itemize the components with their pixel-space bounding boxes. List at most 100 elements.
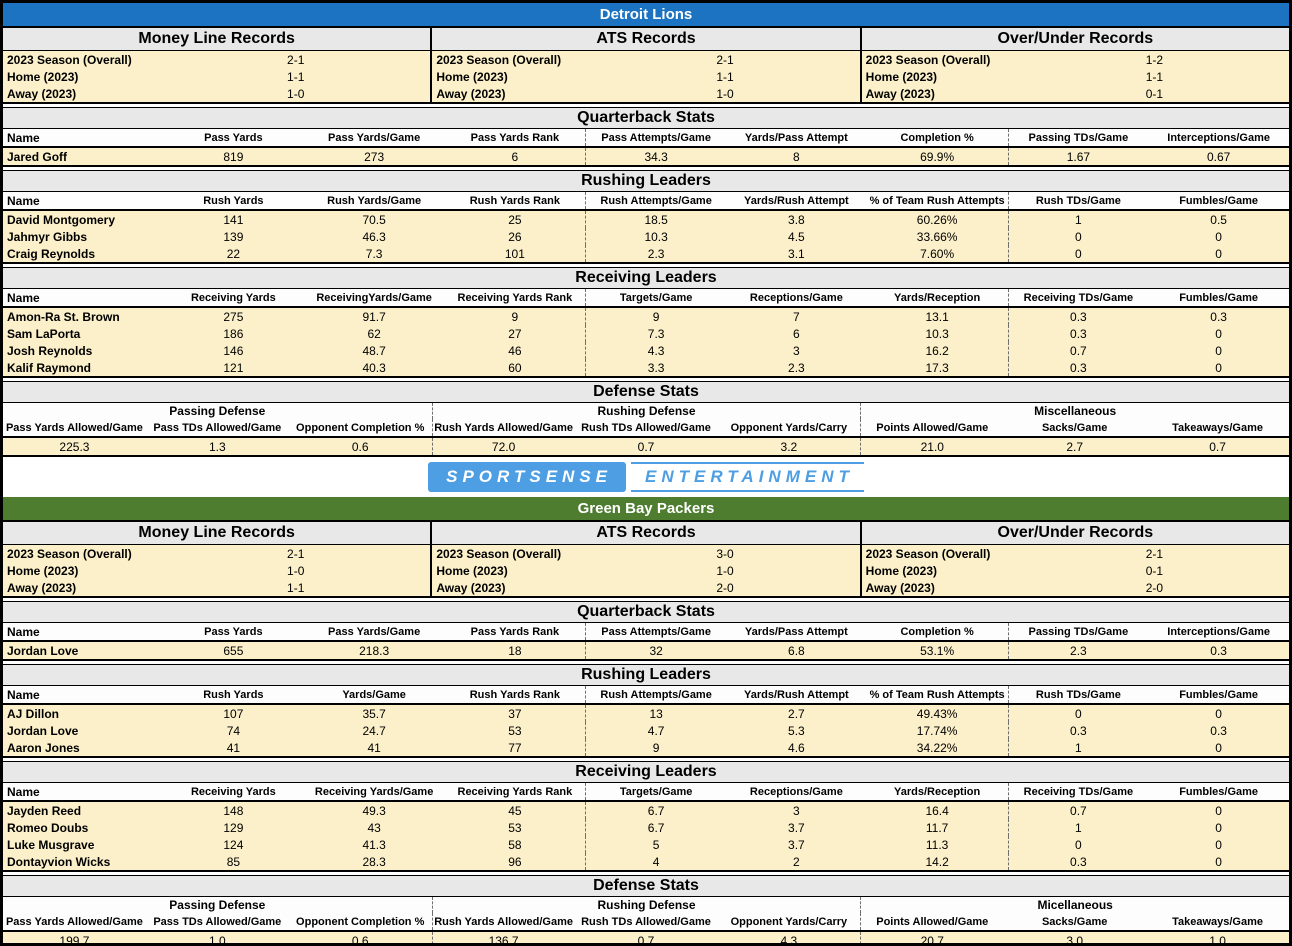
record-row: Away (2023) 1-0 — [3, 85, 430, 102]
stat-value: 10.3 — [585, 228, 726, 245]
records-section: Money Line Records 2023 Season (Overall) 2… — [3, 28, 1289, 104]
table-row: Jordan Love 655 218.3 18 32 6.8 53.1% 2.3 0.3 — [3, 642, 1289, 659]
defense-group-label: Micellaneous — [860, 897, 1289, 913]
stat-value: 91.7 — [362, 309, 386, 324]
stat-value: 1 — [1007, 819, 1149, 836]
stat-value: 0.7 — [1007, 802, 1149, 819]
table-header-row: Name Pass Yards Pass Yards/Game Pass Yards … — [3, 623, 1289, 642]
stat-value: 0.6 — [351, 439, 369, 454]
stat-value: 0 — [1007, 245, 1149, 262]
logo-band: SPORTSENSE ENTERTAINMENT — [3, 457, 1289, 497]
record-label: Away (2023) — [436, 86, 506, 101]
stat-value: 35.7 — [362, 706, 386, 721]
stat-value: 3.8 — [788, 212, 805, 227]
column-header: Interceptions/Game — [1167, 625, 1270, 638]
defense-group-label: Rushing Defense — [431, 403, 861, 419]
stat-value: 3.7 — [788, 820, 805, 835]
table-row: Luke Musgrave 124 41.3 58 5 3.7 11.3 0 0 — [3, 836, 1289, 853]
stat-value: 1 — [1007, 211, 1149, 228]
records-title: Money Line Records — [3, 28, 431, 51]
stat-value: 141 — [223, 212, 244, 227]
stat-value: 45 — [508, 803, 522, 818]
team-header: Detroit Lions — [3, 3, 1289, 28]
table-row: Romeo Doubs 129 43 53 6.7 3.7 11.7 1 0 — [3, 819, 1289, 836]
records-block: ATS Records 2023 Season (Overall) 3-0 Home … — [430, 522, 860, 596]
stat-value: 13.1 — [925, 309, 949, 324]
table-row: Craig Reynolds 22 7.3 101 2.3 3.1 7.60% 0 0 — [3, 245, 1289, 262]
stat-value: 22 — [226, 246, 241, 261]
stat-value: 3.7 — [788, 837, 805, 852]
table-header-row: Name Receiving Yards Receiving Yards/Game R… — [3, 783, 1289, 802]
stat-value: 146 — [223, 343, 244, 358]
record-value: 1-0 — [287, 86, 305, 101]
column-header: Yards/Game — [342, 688, 406, 701]
records-title: Money Line Records — [3, 522, 431, 545]
record-row: 2023 Season (Overall) 2-1 — [862, 545, 1289, 562]
column-header: Name — [7, 290, 40, 305]
records-section: Money Line Records 2023 Season (Overall) 2… — [3, 522, 1289, 598]
column-header: Points Allowed/Game — [860, 913, 1003, 930]
record-row: Home (2023) 1-0 — [432, 562, 859, 579]
column-header: Rush Yards/Game — [327, 194, 422, 207]
table-header-row: Pass Yards Allowed/Game Pass TDs Allowed/… — [3, 419, 1289, 438]
table-row: Kalif Raymond 121 40.3 60 3.3 2.3 17.3 0.3 0 — [3, 359, 1289, 376]
stat-value: 16.2 — [925, 343, 949, 358]
section-title: Quarterback Stats — [3, 601, 1289, 623]
table-body: 225.3 1.3 0.6 72.0 0.7 3.2 21.0 2.7 0.7 — [3, 438, 1289, 457]
record-label: Away (2023) — [7, 86, 77, 101]
table-row: Josh Reynolds 146 48.7 46 4.3 3 16.2 0.7 0 — [3, 342, 1289, 359]
stat-value: 11.3 — [925, 837, 949, 852]
stat-value: 5.3 — [788, 723, 805, 738]
stat-value: 3 — [793, 803, 800, 818]
record-value: 1-0 — [287, 563, 305, 578]
stat-value: 2.7 — [1066, 439, 1083, 454]
player-name: Jahmyr Gibbs — [7, 229, 88, 244]
stat-value: 46.3 — [362, 229, 386, 244]
table-row: David Montgomery 141 70.5 25 18.5 3.8 60.26% 1 0… — [3, 211, 1289, 228]
record-label: 2023 Season (Overall) — [436, 52, 562, 67]
column-header: Rush TDs/Game — [1007, 686, 1149, 703]
stat-value: 6.8 — [788, 643, 805, 658]
record-value: 1-1 — [1145, 69, 1164, 84]
stat-value: 77 — [508, 740, 522, 755]
record-label: Home (2023) — [865, 563, 938, 578]
stats-tables: Quarterback Stats Name Pass Yards Pass Yard… — [3, 601, 1289, 946]
column-header: Targets/Game — [585, 783, 726, 800]
column-header: Opponent Yards/Carry — [730, 915, 848, 928]
section-title: Receiving Leaders — [3, 761, 1289, 783]
stat-value: 4.5 — [788, 229, 805, 244]
table-row: Jahmyr Gibbs 139 46.3 26 10.3 4.5 33.66% 0 0 — [3, 228, 1289, 245]
table-row: Dontayvion Wicks 85 28.3 96 4 2 14.2 0.3 0 — [3, 853, 1289, 870]
column-header: Yards/Rush Attempt — [744, 688, 849, 701]
column-header: Yards/Pass Attempt — [744, 625, 848, 638]
column-header: Opponent Completion % — [296, 915, 425, 928]
stat-value: 9 — [511, 309, 519, 324]
stat-value: 34.22% — [916, 740, 958, 755]
column-header: Pass Yards Rank — [470, 131, 560, 144]
table-header-row: Name Rush Yards Rush Yards/Game Rush Yards … — [3, 192, 1289, 211]
player-name: Jayden Reed — [7, 803, 82, 818]
record-label: 2023 Season (Overall) — [436, 546, 562, 561]
record-row: Away (2023) 0-1 — [862, 85, 1289, 102]
stat-value: 4.3 — [780, 933, 798, 946]
stat-value: 129 — [223, 820, 244, 835]
stat-value: 0 — [1215, 820, 1222, 835]
stat-value: 17.3 — [925, 360, 949, 375]
column-header: Pass TDs Allowed/Game — [153, 915, 282, 928]
stat-value: 0 — [1215, 740, 1222, 755]
column-header: Rush Yards Allowed/Game — [431, 419, 575, 436]
table-body: David Montgomery 141 70.5 25 18.5 3.8 60.26% 1 0… — [3, 211, 1289, 264]
stat-value: 2.3 — [1007, 642, 1149, 659]
stat-value: 37 — [508, 706, 522, 721]
column-header: Rush Yards — [203, 194, 264, 207]
stats-tables: Quarterback Stats Name Pass Yards Pass Yard… — [3, 107, 1289, 457]
stat-value: 11.7 — [925, 820, 949, 835]
column-header: Pass TDs Allowed/Game — [153, 421, 282, 434]
stat-value: 4.6 — [788, 740, 805, 755]
record-label: Away (2023) — [865, 86, 935, 101]
stat-value: 101 — [504, 246, 525, 261]
record-row: 2023 Season (Overall) 1-2 — [862, 51, 1289, 68]
stat-value: 4.7 — [585, 722, 726, 739]
table-body: Jordan Love 655 218.3 18 32 6.8 53.1% 2.3 0.3 — [3, 642, 1289, 661]
table-row: 199.7 1.0 0.6 136.7 0.7 4.3 20.7 3.0 1.0 — [3, 932, 1289, 946]
